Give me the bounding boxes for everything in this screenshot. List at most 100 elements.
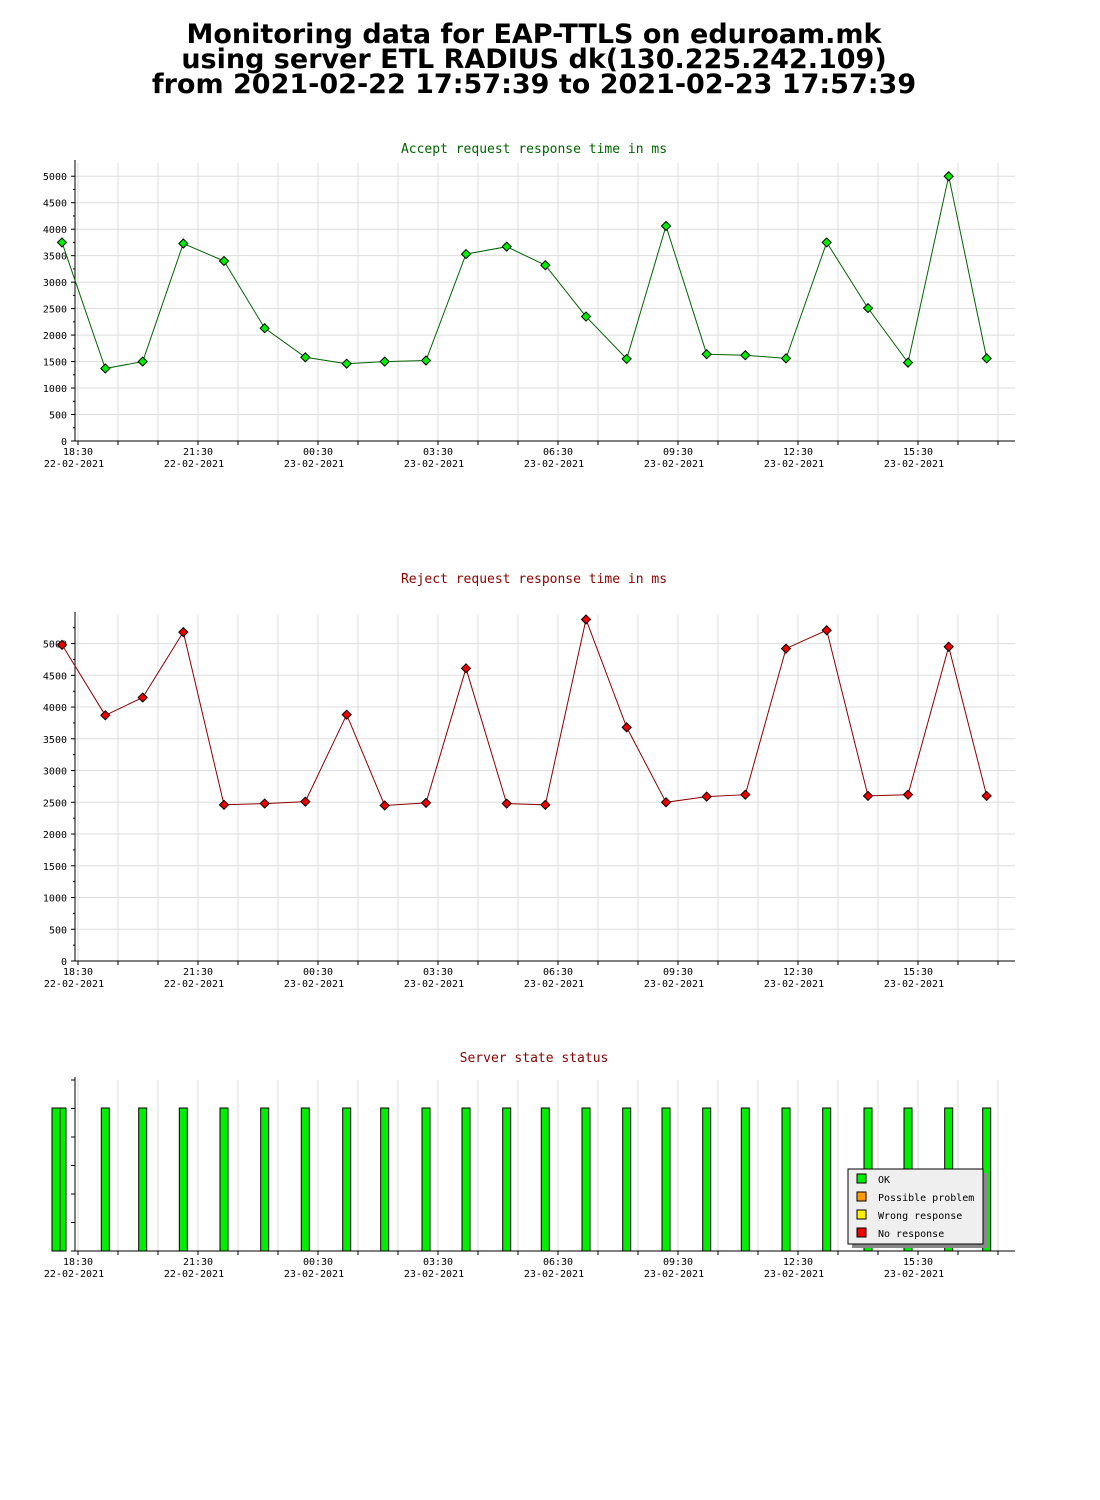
x-tick-date: 22-02-2021	[44, 979, 104, 990]
x-tick-time: 12:30	[783, 1257, 813, 1268]
x-tick-time: 09:30	[663, 447, 693, 458]
data-point	[580, 311, 592, 322]
y-tick-label: 1000	[43, 894, 67, 905]
data-point	[100, 363, 111, 374]
x-tick-date: 23-02-2021	[644, 979, 704, 990]
data-point	[621, 353, 632, 365]
data-point	[100, 710, 111, 721]
x-tick-time: 15:30	[903, 1257, 933, 1268]
x-tick-date: 23-02-2021	[524, 1269, 584, 1280]
y-tick-label: 3500	[43, 252, 67, 263]
y-tick-label: 4500	[43, 199, 67, 210]
x-tick-date: 23-02-2021	[644, 459, 704, 470]
status-bar	[421, 1107, 431, 1252]
data-point	[701, 348, 712, 360]
status-bar	[342, 1107, 352, 1252]
legend-swatch	[856, 1173, 867, 1184]
data-point	[660, 797, 672, 808]
x-tick-date: 23-02-2021	[404, 1269, 464, 1280]
y-tick-label: 2000	[43, 331, 67, 342]
data-point	[137, 692, 148, 703]
legend-box	[847, 1168, 984, 1245]
x-tick-time: 03:30	[423, 967, 453, 978]
data-point	[420, 797, 432, 809]
x-tick-time: 00:30	[303, 447, 333, 458]
x-tick-date: 23-02-2021	[284, 459, 344, 470]
x-tick-time: 12:30	[783, 967, 813, 978]
status-bar	[581, 1107, 591, 1252]
data-point	[862, 302, 874, 314]
server-status-chart: Server state status18:3022-02-202121:302…	[44, 1051, 1015, 1280]
status-bar	[781, 1107, 791, 1252]
data-point	[740, 350, 751, 361]
data-point	[821, 625, 832, 636]
data-point	[341, 709, 352, 720]
series-line	[61, 617, 988, 807]
chart-title: Accept request response time in ms	[401, 142, 667, 157]
x-tick-time: 21:30	[183, 967, 213, 978]
data-point	[56, 639, 68, 651]
page-header: Monitoring data for EAP-TTLS on eduroam.…	[0, 19, 1068, 98]
data-point	[259, 798, 270, 809]
x-tick-date: 23-02-2021	[764, 979, 824, 990]
legend-swatch	[856, 1191, 867, 1202]
data-point	[178, 238, 189, 249]
data-point	[943, 171, 954, 182]
x-tick-date: 22-02-2021	[164, 1269, 224, 1280]
header-line-2: using server ETL RADIUS dk(130.225.242.1…	[181, 44, 887, 75]
data-point	[540, 259, 551, 271]
data-point	[218, 255, 230, 267]
data-point	[821, 237, 832, 248]
x-tick-time: 06:30	[543, 967, 573, 978]
status-bar	[540, 1107, 550, 1252]
x-tick-time: 00:30	[303, 967, 333, 978]
data-point	[137, 356, 148, 367]
x-tick-date: 23-02-2021	[524, 979, 584, 990]
chart-title: Reject request response time in ms	[401, 572, 667, 587]
data-point	[420, 355, 432, 366]
data-point	[300, 796, 311, 807]
x-tick-date: 23-02-2021	[764, 459, 824, 470]
legend-label: Possible problem	[878, 1193, 974, 1204]
y-tick-label: 1500	[43, 358, 67, 369]
data-point	[460, 248, 472, 260]
x-tick-time: 18:30	[63, 447, 93, 458]
reject-response-chart: Reject request response time in ms 0 500 10…	[43, 572, 1015, 990]
series-line	[61, 176, 988, 370]
legend-swatch	[856, 1209, 867, 1220]
x-tick-time: 15:30	[903, 967, 933, 978]
data-point	[981, 353, 992, 364]
data-point	[740, 789, 751, 800]
data-point	[580, 614, 592, 625]
x-tick-time: 18:30	[63, 1257, 93, 1268]
data-point	[460, 663, 472, 674]
data-point	[501, 241, 512, 252]
y-tick-label: 1000	[43, 384, 67, 395]
x-tick-date: 22-02-2021	[44, 1269, 104, 1280]
x-tick-date: 22-02-2021	[164, 979, 224, 990]
data-point	[660, 220, 672, 232]
x-tick-date: 23-02-2021	[404, 979, 464, 990]
header-line-1: Monitoring data for EAP-TTLS on eduroam.…	[186, 19, 882, 50]
x-tick-date: 23-02-2021	[644, 1269, 704, 1280]
legend-label: OK	[878, 1175, 890, 1186]
x-tick-time: 00:30	[303, 1257, 333, 1268]
data-point	[501, 798, 512, 809]
data-point	[379, 356, 390, 367]
y-tick-label: 0	[61, 437, 67, 448]
status-bar	[661, 1107, 671, 1252]
data-point	[902, 789, 914, 800]
legend-swatch	[856, 1227, 867, 1238]
x-tick-time: 03:30	[423, 447, 453, 458]
legend-label: No response	[878, 1229, 944, 1240]
y-tick-label: 3500	[43, 735, 67, 746]
data-point	[902, 357, 914, 368]
x-tick-time: 15:30	[903, 447, 933, 458]
x-tick-date: 22-02-2021	[164, 459, 224, 470]
chart-title: Server state status	[460, 1051, 609, 1066]
data-point	[981, 790, 992, 802]
data-point	[862, 790, 874, 802]
y-tick-label: 500	[49, 925, 67, 936]
x-tick-date: 23-02-2021	[884, 1269, 944, 1280]
